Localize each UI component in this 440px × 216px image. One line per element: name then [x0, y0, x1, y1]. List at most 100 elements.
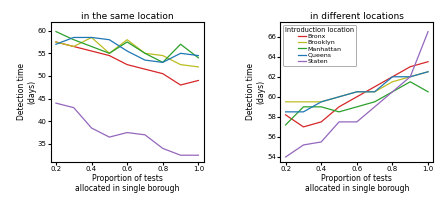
Bronx	[178, 84, 183, 86]
Bronx	[71, 45, 77, 48]
Brooklyn	[372, 91, 377, 93]
Manhattan	[196, 57, 201, 59]
Queens	[89, 36, 94, 39]
Line: Staten: Staten	[286, 32, 428, 157]
Brooklyn	[89, 36, 94, 39]
Line: Staten: Staten	[56, 103, 198, 155]
Brooklyn	[142, 52, 147, 55]
Bronx	[425, 60, 431, 63]
Manhattan	[107, 52, 112, 55]
Manhattan	[319, 106, 324, 108]
Staten	[53, 102, 59, 104]
Queens	[407, 75, 413, 78]
Bronx	[301, 126, 306, 128]
Line: Brooklyn: Brooklyn	[286, 72, 428, 102]
Queens	[354, 91, 359, 93]
Queens	[53, 43, 59, 46]
Brooklyn	[354, 91, 359, 93]
Queens	[390, 75, 395, 78]
Queens	[196, 54, 201, 57]
Bronx	[160, 72, 165, 75]
Staten	[390, 91, 395, 93]
Staten	[107, 136, 112, 138]
Bronx	[196, 79, 201, 82]
Brooklyn	[283, 100, 288, 103]
Staten	[319, 141, 324, 143]
Queens	[107, 38, 112, 41]
Title: in the same location: in the same location	[81, 12, 173, 21]
Manhattan	[283, 124, 288, 126]
Brooklyn	[301, 100, 306, 103]
Staten	[196, 154, 201, 157]
Bronx	[372, 86, 377, 88]
Manhattan	[125, 41, 130, 43]
Line: Queens: Queens	[56, 37, 198, 62]
Staten	[337, 121, 342, 123]
Bronx	[125, 63, 130, 66]
Line: Brooklyn: Brooklyn	[56, 37, 198, 67]
Manhattan	[372, 100, 377, 103]
Bronx	[337, 106, 342, 108]
Staten	[372, 106, 377, 108]
Staten	[71, 106, 77, 109]
X-axis label: Proportion of tests
allocated in single borough: Proportion of tests allocated in single …	[304, 173, 409, 193]
Manhattan	[178, 43, 183, 46]
Brooklyn	[390, 81, 395, 83]
Queens	[160, 61, 165, 64]
Queens	[337, 95, 342, 98]
Line: Bronx: Bronx	[56, 42, 198, 85]
Manhattan	[160, 61, 165, 64]
Bronx	[354, 95, 359, 98]
Manhattan	[337, 111, 342, 113]
Staten	[301, 144, 306, 146]
Manhattan	[53, 30, 59, 33]
Brooklyn	[160, 54, 165, 57]
Manhattan	[425, 91, 431, 93]
Manhattan	[407, 81, 413, 83]
Queens	[178, 52, 183, 55]
X-axis label: Proportion of tests
allocated in single borough: Proportion of tests allocated in single …	[75, 173, 180, 193]
Staten	[178, 154, 183, 157]
Manhattan	[390, 91, 395, 93]
Manhattan	[142, 52, 147, 55]
Queens	[425, 70, 431, 73]
Manhattan	[89, 45, 94, 48]
Manhattan	[354, 106, 359, 108]
Staten	[160, 147, 165, 150]
Y-axis label: Detection time
(days): Detection time (days)	[246, 63, 266, 120]
Bronx	[107, 54, 112, 57]
Line: Manhattan: Manhattan	[56, 32, 198, 62]
Manhattan	[71, 38, 77, 41]
Brooklyn	[178, 63, 183, 66]
Brooklyn	[425, 70, 431, 73]
Queens	[142, 59, 147, 61]
Brooklyn	[407, 75, 413, 78]
Queens	[125, 50, 130, 52]
Staten	[407, 75, 413, 78]
Bronx	[390, 75, 395, 78]
Staten	[89, 127, 94, 129]
Bronx	[53, 41, 59, 43]
Queens	[319, 100, 324, 103]
Staten	[125, 131, 130, 134]
Title: in different locations: in different locations	[310, 12, 404, 21]
Queens	[372, 91, 377, 93]
Bronx	[319, 121, 324, 123]
Brooklyn	[125, 38, 130, 41]
Queens	[71, 36, 77, 39]
Brooklyn	[71, 45, 77, 48]
Bronx	[407, 65, 413, 68]
Brooklyn	[337, 95, 342, 98]
Bronx	[89, 50, 94, 52]
Staten	[354, 121, 359, 123]
Line: Manhattan: Manhattan	[286, 82, 428, 125]
Y-axis label: Detection time
(days): Detection time (days)	[17, 63, 36, 120]
Legend: Bronx, Brooklyn, Manhattan, Queens, Staten: Bronx, Brooklyn, Manhattan, Queens, Stat…	[283, 25, 356, 66]
Queens	[301, 111, 306, 113]
Staten	[283, 156, 288, 158]
Line: Bronx: Bronx	[286, 62, 428, 127]
Bronx	[283, 114, 288, 116]
Queens	[283, 111, 288, 113]
Line: Queens: Queens	[286, 72, 428, 112]
Brooklyn	[53, 41, 59, 43]
